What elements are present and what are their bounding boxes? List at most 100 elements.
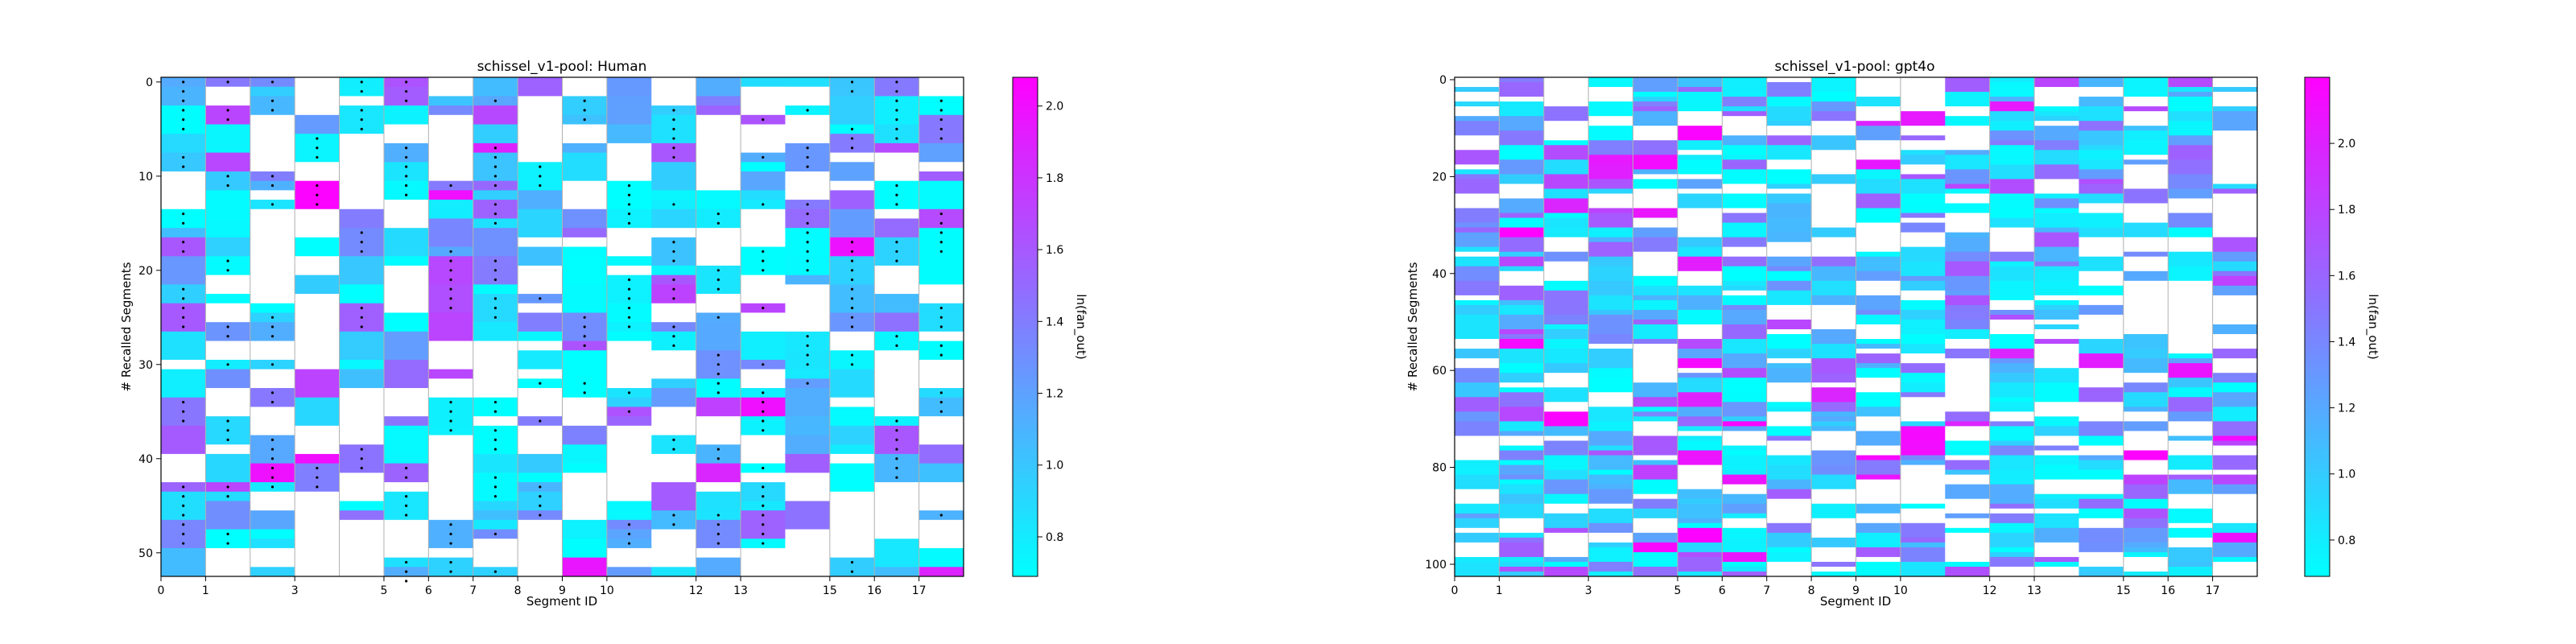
marker-dot — [449, 523, 452, 526]
heatmap-cell — [829, 369, 875, 398]
heatmap-cell — [1455, 246, 1500, 253]
heatmap-cell — [785, 114, 831, 125]
marker-dot — [672, 203, 675, 206]
heatmap-cell — [250, 322, 295, 341]
heatmap-cell — [1811, 489, 1856, 500]
marker-dot — [226, 438, 229, 441]
heatmap-cell — [2168, 121, 2214, 136]
heatmap-cell — [428, 312, 474, 341]
heatmap-cell — [1766, 329, 1812, 335]
heatmap-cell — [2212, 203, 2258, 213]
heatmap-cell — [2079, 77, 2124, 88]
heatmap-cell — [1499, 329, 1545, 335]
heatmap-cell — [696, 322, 741, 351]
heatmap-cell — [1633, 217, 1678, 228]
heatmap-cell — [651, 162, 697, 191]
heatmap-cell — [2168, 111, 2214, 122]
heatmap-cell — [2212, 87, 2258, 93]
marker-dot — [226, 184, 229, 188]
heatmap-cell — [1588, 522, 1633, 534]
heatmap-cell — [1900, 179, 1946, 194]
heatmap-cell — [250, 407, 295, 436]
heatmap-cell — [2034, 489, 2079, 495]
heatmap-cell — [1543, 469, 1589, 481]
heatmap-cell — [1722, 503, 1768, 514]
heatmap-cell — [1588, 155, 1633, 165]
marker-dot — [672, 297, 675, 300]
gpt4o-y-axis-label: # Recalled Segments — [1406, 262, 1420, 391]
heatmap-cell — [2212, 493, 2258, 505]
heatmap-cell — [250, 142, 295, 163]
marker-dot — [583, 316, 586, 319]
marker-dot — [405, 155, 408, 159]
heatmap-cell — [829, 162, 875, 182]
heatmap-cell — [562, 77, 608, 97]
heatmap-cell — [1766, 126, 1812, 136]
heatmap-cell — [1856, 82, 1901, 88]
marker-dot — [627, 532, 631, 535]
heatmap-cell — [1499, 503, 1545, 519]
marker-dot — [627, 391, 631, 394]
marker-dot — [449, 297, 452, 300]
heatmap-cell — [2168, 542, 2214, 548]
heatmap-cell — [1856, 140, 1901, 155]
heatmap-cell — [1499, 145, 1545, 160]
heatmap-cell — [205, 218, 251, 238]
heatmap-cell — [919, 397, 964, 417]
heatmap-cell — [1722, 213, 1768, 223]
heatmap-cell — [651, 388, 697, 407]
heatmap-cell — [874, 77, 920, 97]
heatmap-cell — [1543, 339, 1589, 349]
heatmap-cell — [473, 539, 518, 568]
heatmap-cell — [1677, 188, 1723, 194]
heatmap-cell — [1989, 155, 2035, 165]
heatmap-cell — [919, 171, 964, 182]
heatmap-cell — [651, 567, 697, 577]
heatmap-cell — [1633, 203, 1678, 208]
heatmap-cell — [1766, 392, 1812, 402]
heatmap-cell — [2034, 561, 2079, 568]
marker-dot — [672, 127, 675, 130]
heatmap-cell — [2212, 314, 2258, 325]
marker-dot — [850, 250, 854, 254]
heatmap-cell — [1677, 339, 1723, 349]
heatmap-cell — [1677, 155, 1723, 160]
heatmap-cell — [428, 124, 474, 144]
heatmap-cell — [1677, 106, 1723, 112]
heatmap-cell — [1455, 232, 1500, 248]
heatmap-cell — [1722, 392, 1768, 402]
heatmap-cell — [1633, 440, 1678, 456]
heatmap-cell — [1722, 106, 1768, 112]
marker-dot — [939, 514, 943, 517]
heatmap-cell — [2212, 92, 2258, 107]
heatmap-cell — [518, 77, 563, 97]
heatmap-cell — [606, 547, 652, 568]
heatmap-cell — [741, 275, 786, 304]
heatmap-cell — [919, 341, 964, 361]
heatmap-cell — [919, 519, 964, 549]
heatmap-cell — [161, 86, 206, 106]
heatmap-cell — [1722, 561, 1768, 568]
marker-dot — [449, 560, 452, 564]
marker-dot — [405, 184, 408, 188]
marker-dot — [182, 127, 185, 130]
heatmap-cell — [1499, 445, 1545, 451]
heatmap-cell — [829, 331, 875, 351]
marker-dot — [627, 316, 631, 319]
heatmap-cell — [1633, 97, 1678, 102]
heatmap-cell — [606, 303, 652, 323]
gpt4o-chart-svg: schissel_v1-pool: gpt4o 0 1 3 5 6 7 8 9 10 12 13 15… — [1406, 59, 2380, 609]
heatmap-cell — [1945, 116, 1991, 126]
heatmap-cell — [428, 105, 474, 116]
marker-dot — [895, 80, 898, 84]
heatmap-cell — [829, 77, 875, 97]
marker-dot — [493, 438, 497, 441]
heatmap-cell — [1989, 121, 2035, 131]
heatmap-cell — [295, 359, 340, 370]
heatmap-cell — [2212, 251, 2258, 262]
heatmap-cell — [829, 425, 875, 445]
heatmap-cell — [2123, 309, 2169, 325]
heatmap-cell — [2212, 299, 2258, 306]
heatmap-cell — [2168, 174, 2214, 189]
marker-dot — [360, 241, 363, 244]
